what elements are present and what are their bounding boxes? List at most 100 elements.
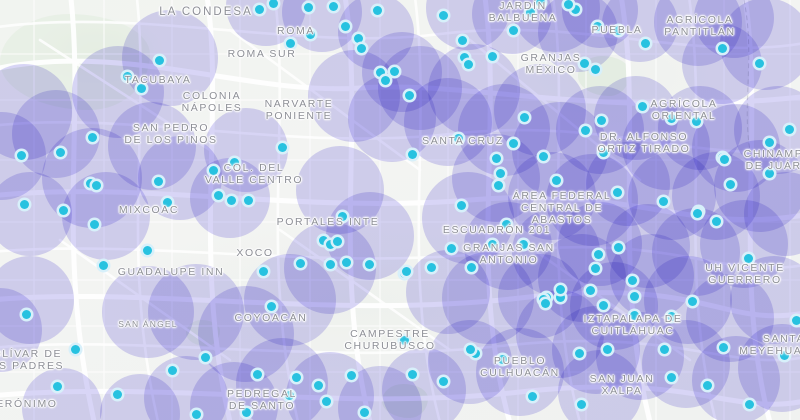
map-marker[interactable]	[718, 342, 728, 352]
map-marker[interactable]	[340, 21, 350, 31]
map-marker[interactable]	[380, 75, 390, 85]
map-marker[interactable]	[764, 137, 774, 147]
map-marker[interactable]	[551, 175, 561, 185]
map-marker[interactable]	[389, 66, 399, 76]
map-marker[interactable]	[602, 344, 612, 354]
map-marker[interactable]	[266, 301, 276, 311]
map-marker[interactable]	[305, 29, 315, 39]
map-marker[interactable]	[463, 59, 473, 69]
map-marker[interactable]	[208, 165, 218, 175]
map-marker[interactable]	[98, 260, 108, 270]
map-marker[interactable]	[295, 258, 305, 268]
map-marker[interactable]	[598, 147, 608, 157]
map-marker[interactable]	[508, 25, 518, 35]
map-marker[interactable]	[372, 5, 382, 15]
map-marker[interactable]	[254, 4, 264, 14]
map-marker[interactable]	[640, 38, 650, 48]
map-marker[interactable]	[87, 132, 97, 142]
map-marker[interactable]	[16, 150, 26, 160]
map-marker[interactable]	[579, 58, 589, 68]
map-marker[interactable]	[491, 153, 501, 163]
map-marker[interactable]	[407, 369, 417, 379]
map-marker[interactable]	[91, 180, 101, 190]
map-marker[interactable]	[438, 376, 448, 386]
map-marker[interactable]	[325, 239, 335, 249]
map-marker[interactable]	[598, 300, 608, 310]
map-marker[interactable]	[359, 407, 369, 417]
map-marker[interactable]	[538, 151, 548, 161]
map-marker[interactable]	[691, 116, 701, 126]
map-marker[interactable]	[527, 391, 537, 401]
map-marker[interactable]	[21, 309, 31, 319]
map-marker[interactable]	[692, 208, 702, 218]
map-marker[interactable]	[466, 262, 476, 272]
map-marker[interactable]	[303, 2, 313, 12]
map-marker[interactable]	[19, 199, 29, 209]
map-marker[interactable]	[487, 239, 497, 249]
map-marker[interactable]	[58, 205, 68, 215]
map-marker[interactable]	[612, 187, 622, 197]
map-marker[interactable]	[779, 350, 789, 360]
map-marker[interactable]	[519, 112, 529, 122]
map-marker[interactable]	[493, 180, 503, 190]
map-marker[interactable]	[457, 35, 467, 45]
map-marker[interactable]	[613, 242, 623, 252]
map-marker[interactable]	[764, 168, 774, 178]
map-marker[interactable]	[191, 409, 201, 419]
map-marker[interactable]	[465, 344, 475, 354]
map-marker[interactable]	[328, 1, 338, 11]
map-marker[interactable]	[525, 7, 535, 17]
map-marker[interactable]	[717, 43, 727, 53]
map-marker[interactable]	[268, 0, 278, 8]
map-marker[interactable]	[702, 380, 712, 390]
map-marker[interactable]	[590, 64, 600, 74]
map-marker[interactable]	[687, 296, 697, 306]
map-marker[interactable]	[784, 124, 794, 134]
map-marker[interactable]	[85, 178, 95, 188]
map-marker[interactable]	[592, 21, 602, 31]
map-marker[interactable]	[719, 154, 729, 164]
map-marker[interactable]	[277, 142, 287, 152]
map-marker[interactable]	[401, 266, 411, 276]
map-marker[interactable]	[346, 370, 356, 380]
map-marker[interactable]	[213, 190, 223, 200]
map-marker[interactable]	[508, 138, 518, 148]
map-marker[interactable]	[153, 176, 163, 186]
map-marker[interactable]	[154, 55, 164, 65]
map-marker[interactable]	[167, 365, 177, 375]
map-marker[interactable]	[337, 211, 347, 221]
map-marker[interactable]	[744, 399, 754, 409]
map-marker[interactable]	[580, 125, 590, 135]
map-marker[interactable]	[540, 298, 550, 308]
map-marker[interactable]	[629, 310, 639, 320]
map-marker[interactable]	[563, 0, 573, 9]
map-marker[interactable]	[711, 216, 721, 226]
map-marker[interactable]	[590, 263, 600, 273]
map-marker[interactable]	[459, 52, 469, 62]
map-marker[interactable]	[112, 389, 122, 399]
map-marker[interactable]	[629, 291, 639, 301]
map-marker[interactable]	[55, 147, 65, 157]
map-marker[interactable]	[518, 239, 528, 249]
map-marker[interactable]	[637, 101, 647, 111]
map-marker[interactable]	[487, 51, 497, 61]
map-marker[interactable]	[318, 235, 328, 245]
map-marker[interactable]	[353, 33, 363, 43]
map-marker[interactable]	[122, 71, 132, 81]
map-marker[interactable]	[229, 157, 239, 167]
map-marker[interactable]	[426, 262, 436, 272]
map-marker[interactable]	[593, 249, 603, 259]
map-marker[interactable]	[258, 266, 268, 276]
map-marker[interactable]	[438, 10, 448, 20]
map-marker[interactable]	[570, 4, 580, 14]
map-marker[interactable]	[535, 0, 545, 7]
map-marker[interactable]	[666, 113, 676, 123]
map-marker[interactable]	[627, 275, 637, 285]
map-marker[interactable]	[89, 219, 99, 229]
map-marker[interactable]	[404, 90, 414, 100]
map-marker[interactable]	[743, 253, 753, 263]
map-marker[interactable]	[658, 196, 668, 206]
map-marker[interactable]	[291, 372, 301, 382]
